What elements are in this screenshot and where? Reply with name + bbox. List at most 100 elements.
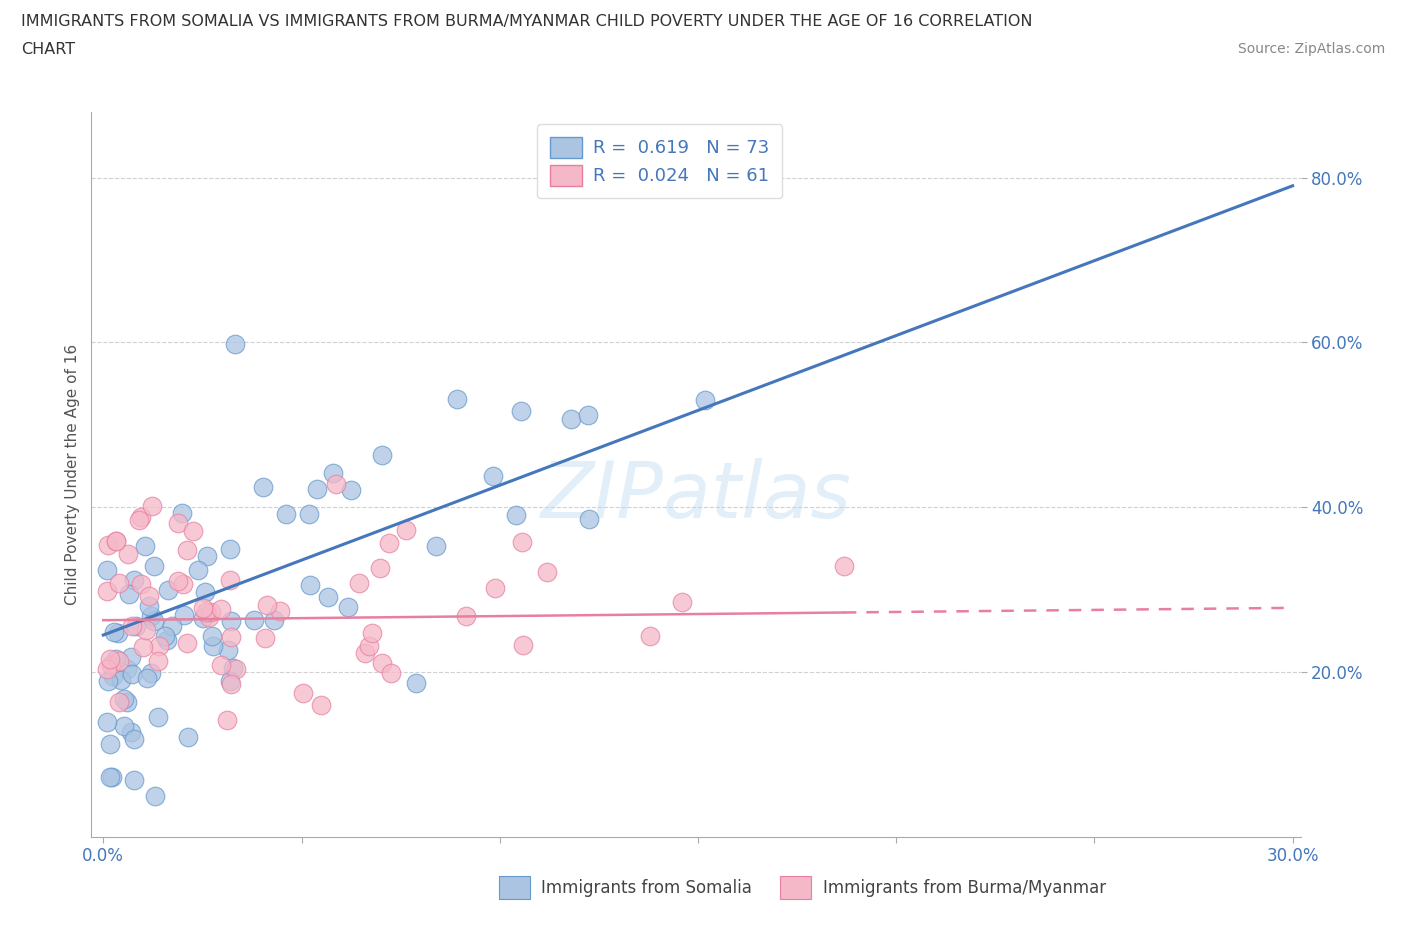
Point — [134, 538, 156, 553]
Point — [322, 465, 344, 480]
Point — [671, 594, 693, 609]
Point — [110, 672, 132, 687]
Point — [219, 676, 242, 691]
Point — [112, 692, 135, 707]
Point — [129, 510, 152, 525]
Point — [122, 732, 145, 747]
Point — [512, 638, 534, 653]
Point — [354, 645, 377, 660]
Point — [176, 636, 198, 651]
Point — [371, 656, 394, 671]
Point — [157, 582, 180, 597]
Point — [194, 584, 217, 599]
Point — [96, 661, 118, 676]
Point — [167, 574, 190, 589]
Point — [484, 580, 506, 595]
Point — [108, 695, 131, 710]
Point — [299, 578, 322, 592]
Point — [172, 577, 194, 591]
Point — [155, 633, 177, 648]
Point — [117, 547, 139, 562]
Point — [96, 584, 118, 599]
Point — [146, 654, 169, 669]
Point — [640, 629, 662, 644]
Point — [138, 599, 160, 614]
Point — [394, 523, 416, 538]
Point — [222, 660, 245, 675]
Point — [135, 622, 157, 637]
Point — [576, 407, 599, 422]
Point — [146, 710, 169, 724]
Text: IMMIGRANTS FROM SOMALIA VS IMMIGRANTS FROM BURMA/MYANMAR CHILD POVERTY UNDER THE: IMMIGRANTS FROM SOMALIA VS IMMIGRANTS FR… — [21, 14, 1032, 29]
Point — [139, 609, 162, 624]
Point — [141, 666, 163, 681]
Point — [456, 608, 478, 623]
Point — [125, 618, 148, 633]
Point — [274, 506, 297, 521]
Point — [120, 724, 142, 739]
Point — [193, 611, 215, 626]
Point — [121, 666, 143, 681]
Point — [107, 625, 129, 640]
Point — [347, 576, 370, 591]
Point — [425, 538, 447, 553]
Point — [368, 560, 391, 575]
Point — [187, 562, 209, 577]
Point — [105, 533, 128, 548]
Point — [97, 538, 120, 552]
Point — [153, 629, 176, 644]
Point — [98, 769, 121, 784]
Point — [340, 482, 363, 497]
Point — [371, 448, 394, 463]
Point — [405, 676, 427, 691]
Point — [252, 479, 274, 494]
Point — [143, 789, 166, 804]
Point — [148, 638, 170, 653]
Point — [200, 604, 222, 619]
Point — [578, 512, 600, 527]
Point — [832, 558, 855, 573]
Point — [243, 613, 266, 628]
Point — [297, 506, 319, 521]
Point — [108, 654, 131, 669]
Point — [167, 515, 190, 530]
Point — [108, 576, 131, 591]
Point — [201, 629, 224, 644]
Point — [177, 729, 200, 744]
Point — [446, 392, 468, 406]
Point — [141, 498, 163, 513]
Text: Immigrants from Burma/Myanmar: Immigrants from Burma/Myanmar — [823, 879, 1105, 897]
Point — [224, 337, 246, 352]
Point — [142, 558, 165, 573]
Point — [176, 542, 198, 557]
Point — [100, 658, 122, 673]
Point — [217, 643, 239, 658]
Point — [291, 686, 314, 701]
Point — [505, 508, 527, 523]
Point — [219, 542, 242, 557]
Point — [98, 652, 121, 667]
Point — [105, 652, 128, 667]
Point — [101, 669, 124, 684]
Point — [105, 534, 128, 549]
Point — [325, 477, 347, 492]
Point — [256, 597, 278, 612]
Point — [360, 625, 382, 640]
Point — [132, 639, 155, 654]
Point — [221, 630, 243, 644]
Point — [170, 505, 193, 520]
Point — [181, 524, 204, 538]
Point — [202, 639, 225, 654]
Point — [98, 737, 121, 751]
Point — [194, 604, 217, 619]
Point — [138, 589, 160, 604]
Point — [173, 607, 195, 622]
Text: Source: ZipAtlas.com: Source: ZipAtlas.com — [1237, 42, 1385, 56]
Point — [378, 535, 401, 550]
Point — [218, 573, 240, 588]
Y-axis label: Child Poverty Under the Age of 16: Child Poverty Under the Age of 16 — [65, 344, 80, 604]
Point — [198, 609, 221, 624]
Point — [219, 614, 242, 629]
Point — [209, 658, 232, 672]
Point — [359, 639, 381, 654]
